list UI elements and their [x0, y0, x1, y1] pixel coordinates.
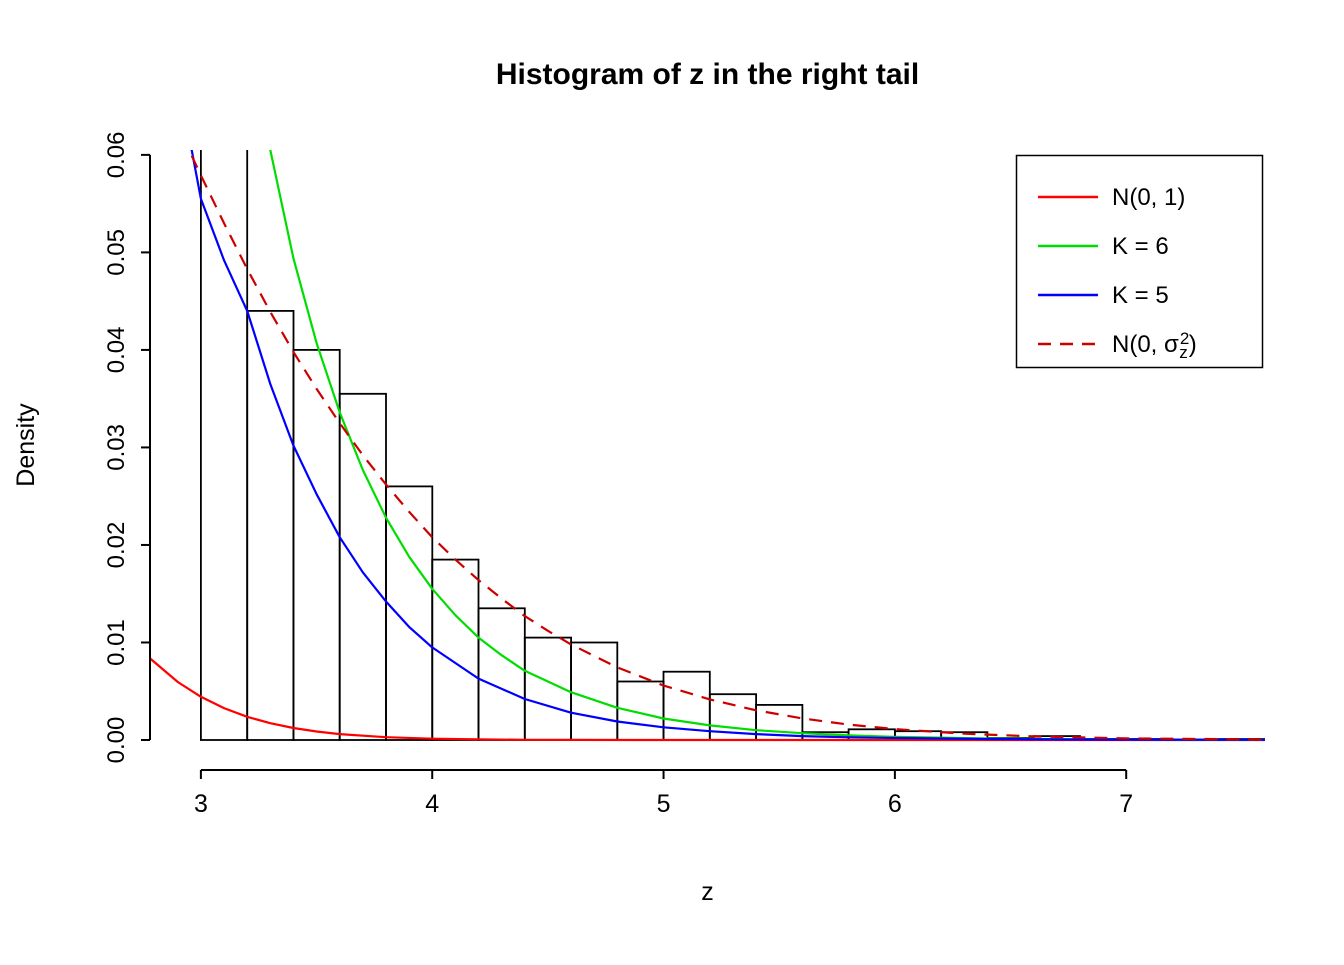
curve-n0sigma [187, 150, 1265, 741]
x-axis: 3 4 5 6 7 [194, 769, 1133, 818]
histogram-bar [570, 641, 619, 741]
legend-label: N(0, σ2 z) [1112, 329, 1197, 362]
curve-n01 [150, 657, 1265, 742]
histogram-bar [385, 485, 434, 741]
legend-entry-n0sigma: N(0, σ2 z) [1038, 329, 1197, 362]
y-tick-label: 0.06 [103, 132, 130, 179]
legend-entry-k6: K = 6 [1038, 233, 1169, 260]
x-tick-label: 3 [194, 790, 208, 818]
legend-label: N(0, 1) [1112, 184, 1185, 211]
y-tick-label: 0.03 [103, 424, 130, 471]
histogram-bar [246, 309, 295, 741]
chart-title: Histogram of z in the right tail [495, 58, 920, 91]
histogram-bar [338, 392, 387, 741]
x-tick-label: 5 [657, 790, 671, 818]
legend-entry-n01: N(0, 1) [1038, 184, 1185, 211]
y-tick-label: 0.00 [103, 717, 130, 764]
x-tick-label: 6 [888, 790, 902, 818]
x-tick-label: 7 [1119, 790, 1133, 818]
y-tick-label: 0.02 [103, 522, 130, 569]
y-tick-label: 0.01 [103, 619, 130, 666]
density-curves [150, 150, 1265, 742]
y-tick-label: 0.04 [103, 327, 130, 374]
legend-label: K = 5 [1112, 282, 1169, 309]
legend-box [1015, 154, 1264, 369]
histogram-bar [616, 680, 665, 741]
legend-label: K = 6 [1112, 233, 1169, 260]
x-axis-label: z [701, 878, 714, 906]
curve-k5 [190, 150, 1265, 741]
histogram-bar [292, 348, 341, 741]
x-tick-label: 4 [425, 790, 439, 818]
legend: N(0, 1) K = 6 K = 5 N(0, σ2 z) [1015, 154, 1264, 369]
y-axis: 0.00 0.01 0.02 0.03 0.04 0.05 0.06 [103, 132, 151, 764]
y-axis-label: Density [12, 403, 40, 487]
histogram-bar [199, 150, 249, 741]
y-tick-label: 0.05 [103, 229, 130, 276]
histogram-bar [477, 607, 526, 741]
legend-entry-k5: K = 5 [1038, 282, 1169, 309]
histogram-bar [431, 558, 480, 741]
